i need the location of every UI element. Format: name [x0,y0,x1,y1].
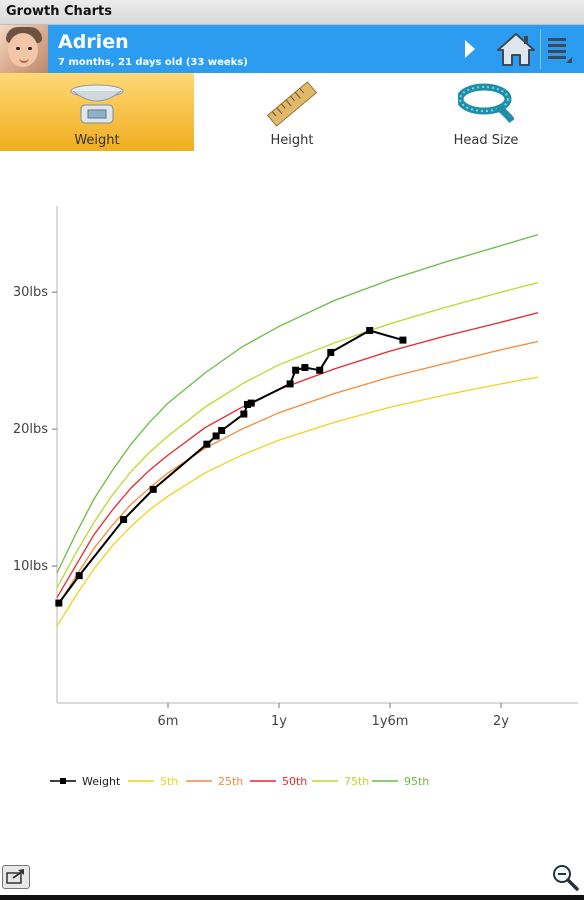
weight-data-point [301,363,309,371]
tab-height[interactable]: Height [195,73,389,151]
legend-label: Weight [82,775,121,788]
y-tick-label: 10lbs [13,559,48,574]
tab-label: Head Size [453,133,519,148]
screen-edge [0,895,584,900]
weight-data-point [240,410,248,418]
zoom-out-icon[interactable] [550,862,580,892]
weight-data-point [327,348,335,356]
series-line-95th [56,233,539,574]
weight-data-point [286,380,294,388]
app-titlebar: Growth Charts [0,0,584,25]
scale-icon [70,84,124,124]
weight-data-point [292,366,300,374]
x-tick-label: 2y [493,714,509,729]
weight-growth-chart: 10lbs 20lbs 30lbs 6m 1y 1y6m 2y Weight 5th 25th 50… [13,206,578,788]
x-tick-label: 1y6m [372,714,409,729]
series-line-75th [56,281,539,589]
ruler-icon [266,81,318,127]
app-title: Growth Charts [6,4,112,19]
share-icon[interactable] [2,865,30,889]
weight-data-point [399,336,407,344]
profile-header: Adrien 7 months, 21 days old (33 weeks) [0,25,584,73]
series-line-5th [56,376,539,627]
legend-label: 75th [344,775,369,788]
tab-head-size[interactable]: Head Size [389,73,583,151]
weight-data-point [247,399,255,407]
home-icon[interactable] [496,31,536,67]
legend-label: 50th [282,775,307,788]
x-tick-label: 1y [271,714,287,729]
series-line-25th [56,340,539,608]
tab-weight[interactable]: Weight [0,73,194,151]
overflow-menu-icon[interactable] [548,35,572,63]
weight-data-point [149,485,157,493]
series-line-50th [56,312,539,598]
next-profile-arrow-icon[interactable] [465,40,475,58]
y-tick-label: 20lbs [13,422,48,437]
bottom-toolbar [0,862,584,900]
weight-data-point [366,327,374,335]
legend-label: 5th [160,775,178,788]
weight-data-point [244,400,252,408]
weight-data-point [203,440,211,448]
measurement-tabs: Weight Height Head Size [0,73,584,151]
legend-label: 25th [218,775,243,788]
weight-data-point [218,426,226,434]
weight-data-point [316,366,324,374]
weight-data-point [55,599,63,607]
series-line-weight [58,329,404,604]
tape-measure-icon [458,83,514,124]
weight-data-point [212,432,220,440]
child-name: Adrien [58,31,129,53]
tab-label: Height [270,133,314,148]
header-divider [540,29,541,69]
x-tick-label: 6m [158,714,179,729]
avatar[interactable] [0,25,48,73]
weight-data-point [75,572,83,580]
legend-label: 95th [404,775,429,788]
legend-marker [60,778,66,784]
tab-label: Weight [74,133,120,148]
weight-data-point [120,515,128,523]
y-tick-label: 30lbs [13,285,48,300]
child-age: 7 months, 21 days old (33 weeks) [58,57,248,68]
